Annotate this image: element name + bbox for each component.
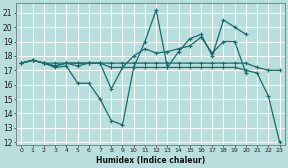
X-axis label: Humidex (Indice chaleur): Humidex (Indice chaleur) (96, 156, 205, 165)
